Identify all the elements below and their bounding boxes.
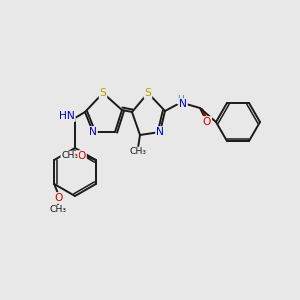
Text: N: N	[89, 127, 97, 137]
Text: S: S	[145, 88, 152, 98]
Text: N: N	[156, 127, 164, 137]
Text: CH₃: CH₃	[130, 148, 146, 157]
Text: CH₃: CH₃	[61, 152, 78, 160]
Text: O: O	[78, 151, 86, 161]
Text: HN: HN	[59, 111, 75, 121]
Text: H: H	[178, 94, 184, 103]
Text: O: O	[54, 193, 62, 203]
Text: O: O	[203, 117, 211, 127]
Text: N: N	[179, 99, 187, 109]
Text: S: S	[100, 88, 106, 98]
Text: CH₃: CH₃	[50, 206, 67, 214]
